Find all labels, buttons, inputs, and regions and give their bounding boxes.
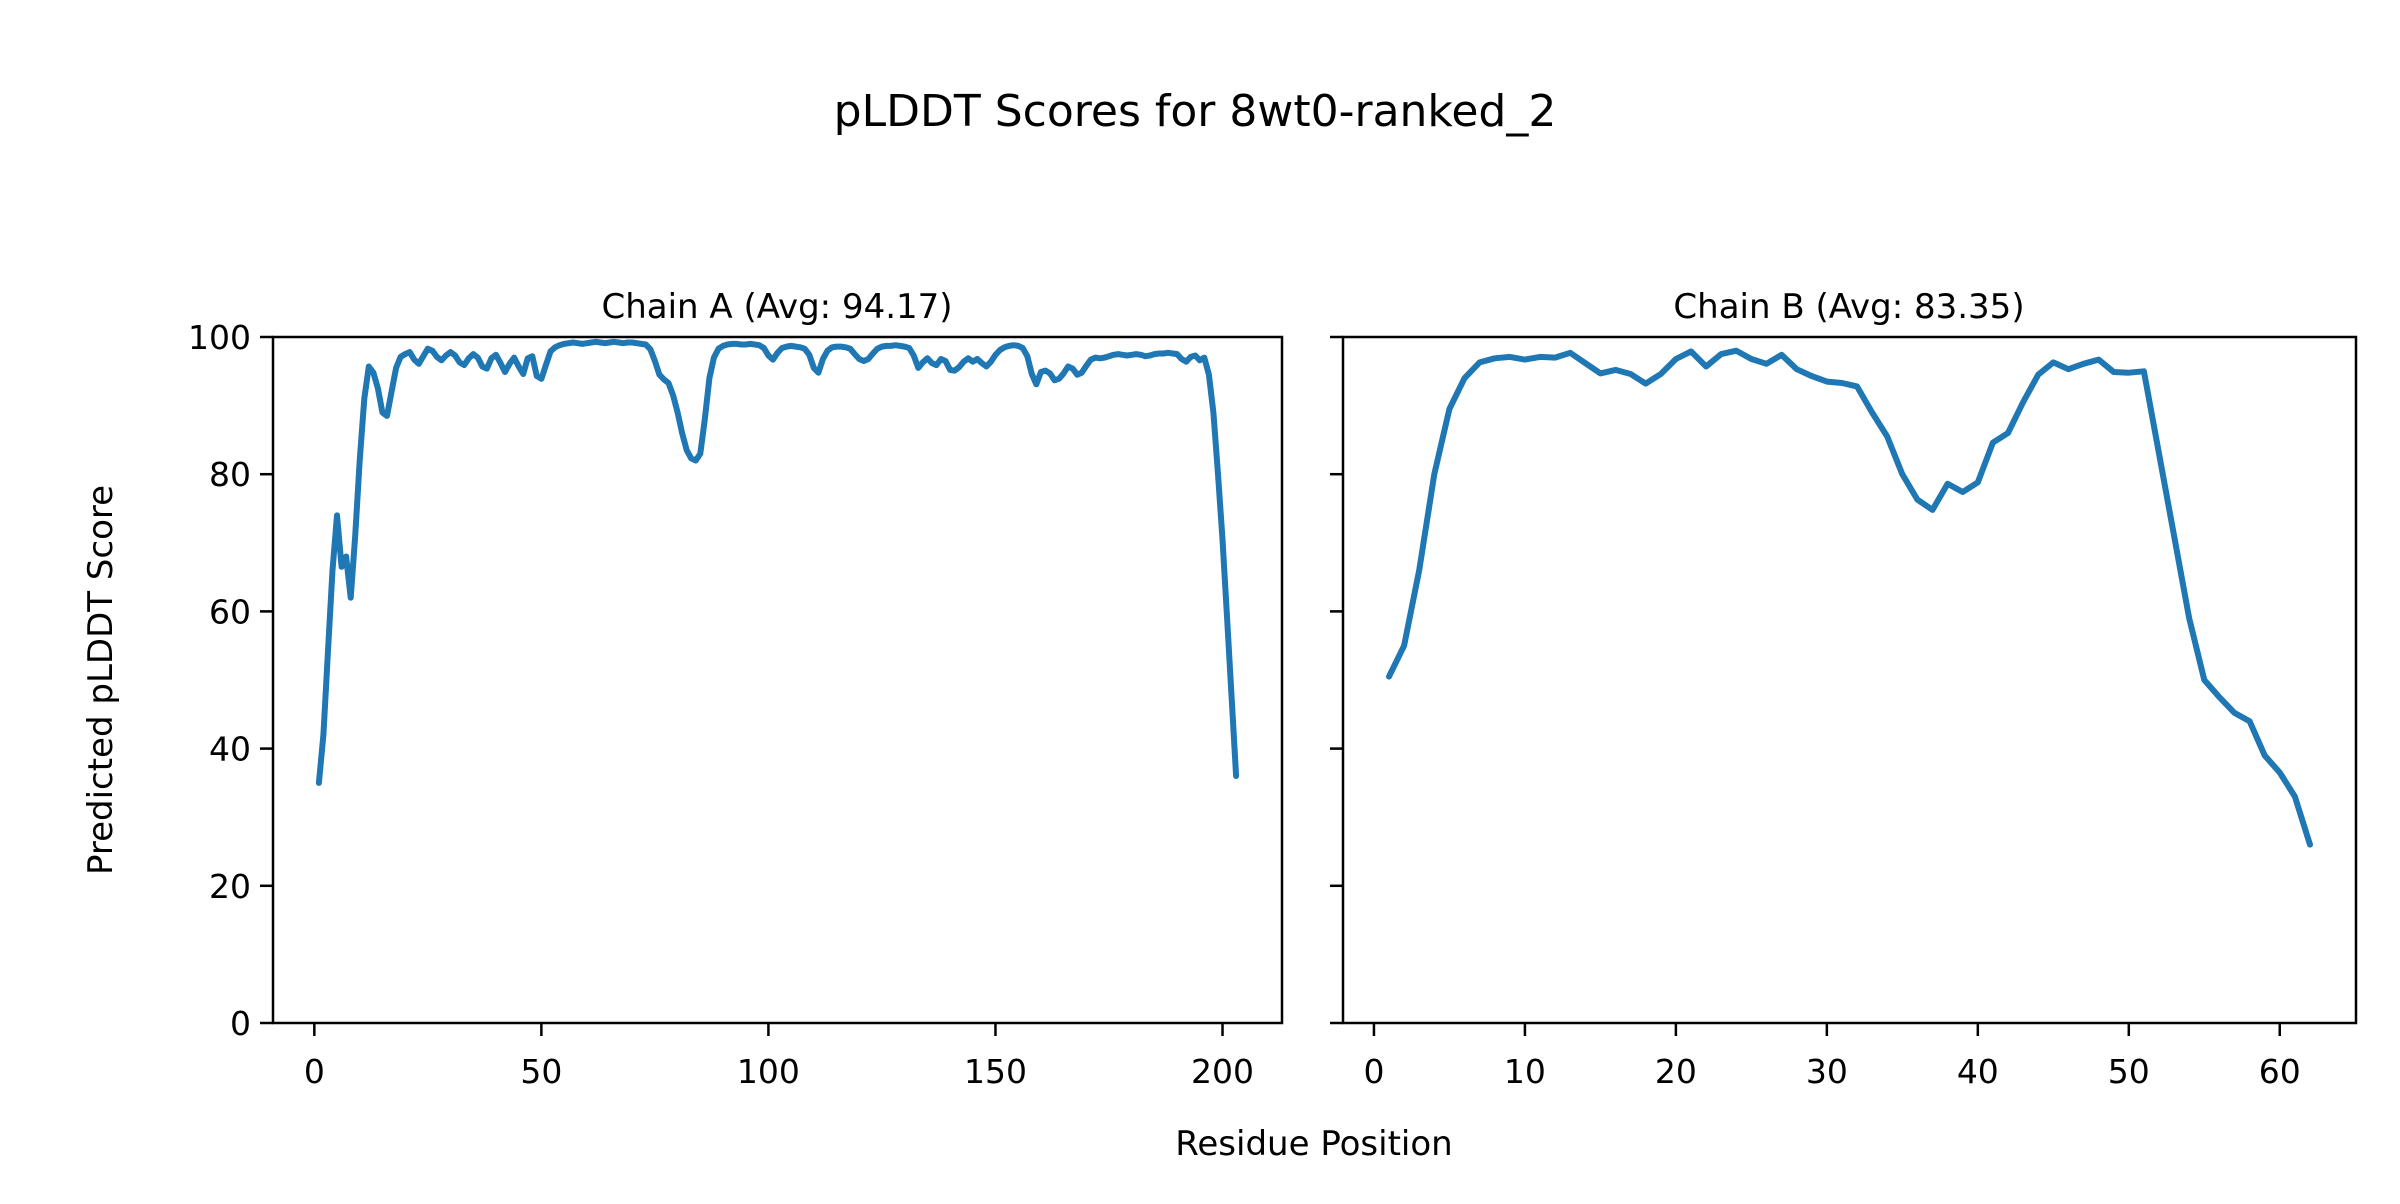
x-tick-label: 200: [1191, 1052, 1254, 1091]
y-tick-label: 0: [230, 1004, 251, 1043]
x-tick-label: 0: [1363, 1052, 1384, 1091]
x-tick-label: 0: [304, 1052, 325, 1091]
chain-a-plddt-line: [315, 338, 1240, 786]
y-tick-label: 60: [209, 592, 251, 631]
y-axis-label: Predicted pLDDT Score: [81, 485, 121, 875]
x-tick-label: 10: [1504, 1052, 1546, 1091]
y-tick-label: 80: [209, 455, 251, 494]
chain-b-plddt-line: [1386, 347, 2313, 848]
chain-b-title: Chain B (Avg: 83.35): [1673, 287, 2024, 327]
y-tick-label: 100: [188, 318, 251, 357]
x-axis-label: Residue Position: [1175, 1124, 1452, 1164]
x-tick-label: 50: [2108, 1052, 2150, 1091]
x-tick-label: 40: [1957, 1052, 1999, 1091]
x-tick-label: 50: [520, 1052, 562, 1091]
x-tick-label: 100: [737, 1052, 800, 1091]
x-tick-label: 60: [2259, 1052, 2301, 1091]
y-tick-label: 40: [209, 730, 251, 769]
chain-b-axes-spines: [1341, 335, 2358, 1025]
y-tick-label: 20: [209, 867, 251, 906]
chain-a-title: Chain A (Avg: 94.17): [601, 287, 952, 327]
chain-a-axes-spines: [271, 335, 1284, 1025]
x-tick-label: 30: [1806, 1052, 1848, 1091]
axes-layer: 0 50 100 150 200 0 20 40 60 80 100 0 10 20 30 40 50 60: [188, 318, 2358, 1091]
x-tick-label: 20: [1655, 1052, 1697, 1091]
figure-suptitle: pLDDT Scores for 8wt0-ranked_2: [834, 86, 1557, 137]
x-tick-label: 150: [964, 1052, 1027, 1091]
